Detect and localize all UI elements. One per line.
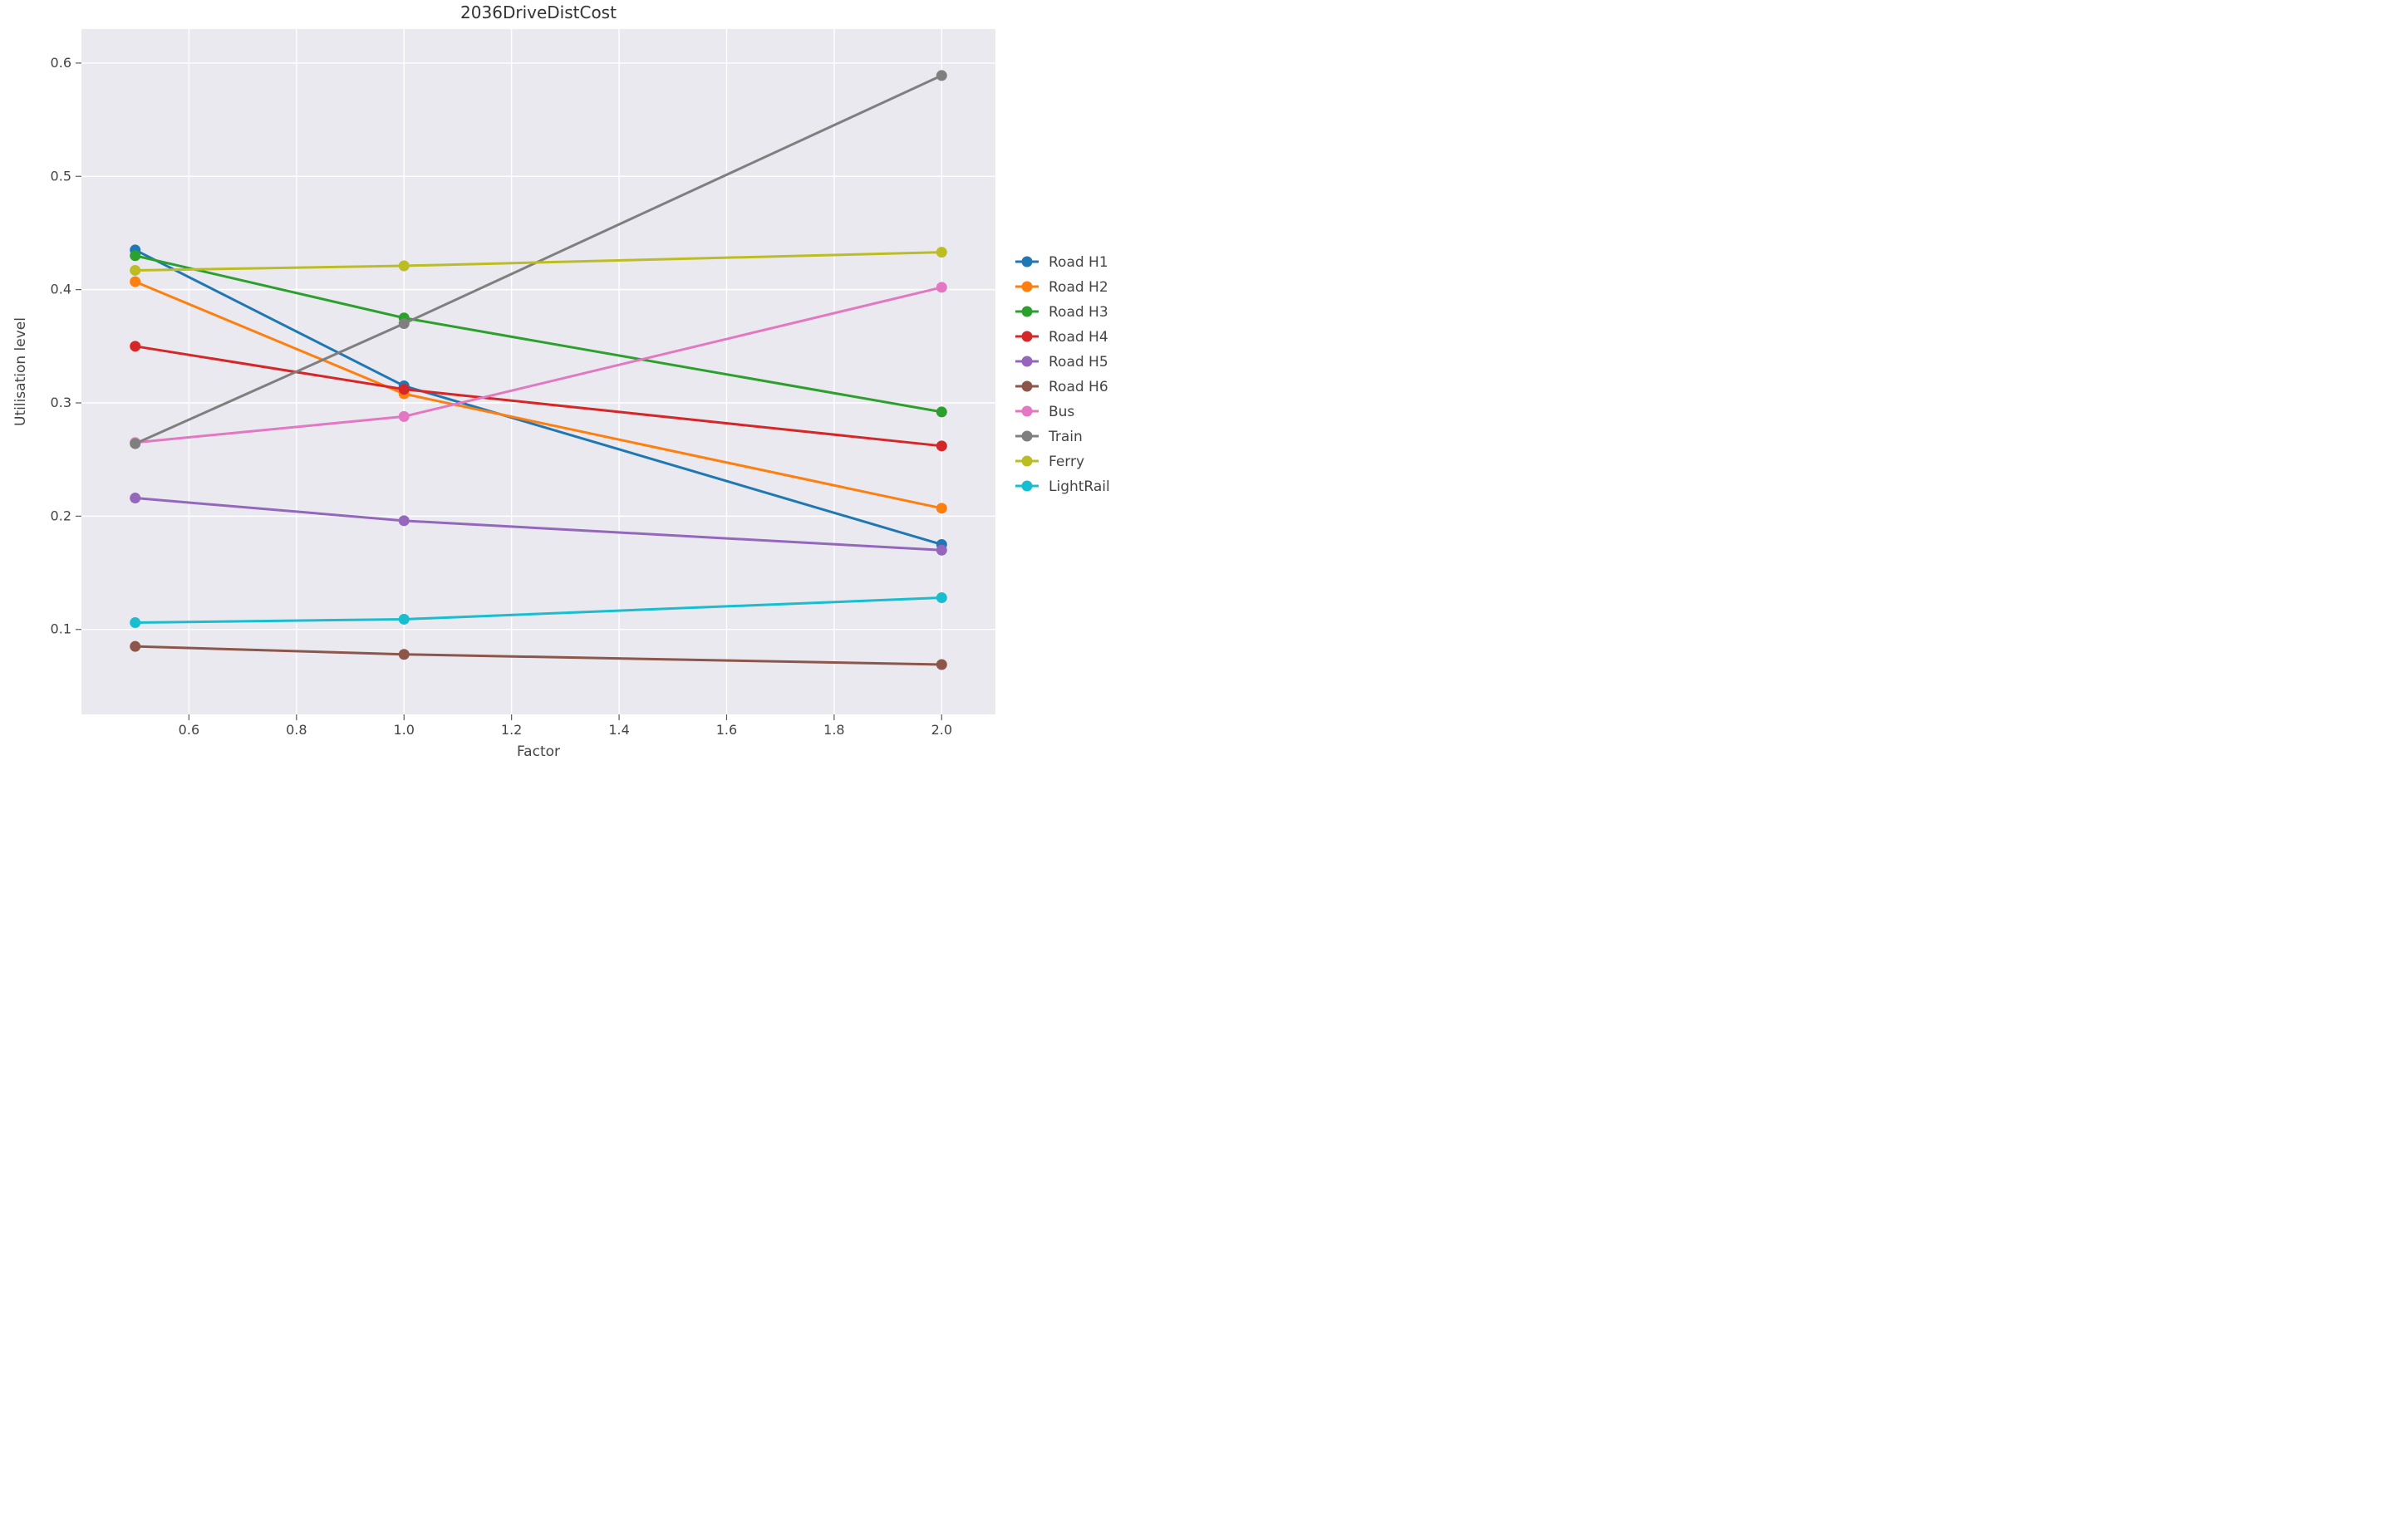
series-marker	[936, 592, 947, 603]
y-tick-label: 0.2	[51, 508, 71, 523]
series-marker	[399, 649, 410, 660]
plot-area	[81, 29, 995, 714]
series-marker	[399, 318, 410, 329]
legend-swatch-marker	[1022, 307, 1033, 317]
series-marker	[936, 247, 947, 258]
legend-label: Ferry	[1049, 454, 1084, 470]
legend-label: Road H6	[1049, 379, 1108, 395]
y-tick-label: 0.1	[51, 621, 71, 637]
series-marker	[130, 617, 140, 628]
y-axis-label: Utilisation level	[12, 317, 29, 426]
y-tick-label: 0.5	[51, 168, 71, 184]
series-marker	[936, 406, 947, 417]
series-marker	[399, 261, 410, 272]
series-marker	[936, 282, 947, 292]
series-marker	[399, 384, 410, 395]
x-tick-label: 1.4	[608, 722, 629, 738]
legend-label: Bus	[1049, 404, 1074, 420]
x-axis-label: Factor	[517, 743, 560, 760]
legend-swatch-marker	[1022, 381, 1033, 392]
series-marker	[399, 411, 410, 422]
chart-title: 2036DriveDistCost	[460, 2, 617, 22]
series-marker	[936, 503, 947, 513]
chart-container: 0.6 0.8 1.0 1.2 1.4 1.6 1.8 2.0 0.1 0.2 0.3 0.4 0.5 0…	[0, 0, 1204, 760]
series-marker	[936, 70, 947, 81]
series-marker	[130, 250, 140, 261]
x-tick-label: 1.8	[823, 722, 844, 738]
legend-label: Train	[1048, 429, 1083, 445]
legend-swatch-marker	[1022, 456, 1033, 467]
series-marker	[130, 439, 140, 449]
legend-label: Road H5	[1049, 354, 1108, 370]
series-marker	[130, 641, 140, 652]
legend-label: LightRail	[1049, 478, 1110, 495]
legend-swatch-marker	[1022, 481, 1033, 492]
series-marker	[399, 515, 410, 526]
legend-label: Road H1	[1049, 254, 1108, 271]
legend-swatch-marker	[1022, 406, 1033, 417]
legend-label: Road H3	[1049, 304, 1108, 321]
x-tick-label: 1.2	[501, 722, 522, 738]
x-tick-label: 2.0	[931, 722, 952, 738]
y-tick-label: 0.3	[51, 395, 71, 410]
series-marker	[130, 265, 140, 276]
y-tick-label: 0.6	[51, 55, 71, 71]
series-marker	[936, 440, 947, 451]
legend-label: Road H4	[1049, 329, 1108, 346]
legend-swatch-marker	[1022, 356, 1033, 367]
series-marker	[936, 545, 947, 556]
series-marker	[399, 614, 410, 625]
series-marker	[130, 493, 140, 503]
series-marker	[130, 277, 140, 287]
legend-swatch-marker	[1022, 331, 1033, 342]
legend-swatch-marker	[1022, 431, 1033, 442]
x-tick-label: 1.0	[394, 722, 415, 738]
legend-swatch-marker	[1022, 257, 1033, 267]
x-tick-label: 0.8	[286, 722, 307, 738]
x-tick-label: 0.6	[179, 722, 199, 738]
series-marker	[936, 660, 947, 670]
x-tick-label: 1.6	[716, 722, 737, 738]
legend-label: Road H2	[1049, 279, 1108, 296]
series-marker	[130, 341, 140, 351]
y-tick-label: 0.4	[51, 282, 71, 297]
line-chart: 0.6 0.8 1.0 1.2 1.4 1.6 1.8 2.0 0.1 0.2 0.3 0.4 0.5 0…	[0, 0, 1204, 760]
legend-swatch-marker	[1022, 282, 1033, 292]
